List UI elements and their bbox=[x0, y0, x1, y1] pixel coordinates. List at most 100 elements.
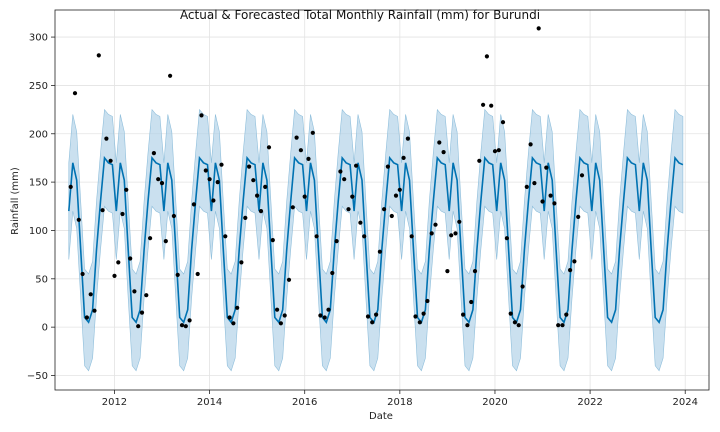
actual-point bbox=[512, 320, 518, 325]
actual-point bbox=[544, 165, 549, 170]
y-tick-label: 0 bbox=[42, 323, 48, 334]
actual-points bbox=[68, 26, 585, 329]
x-axis-label: Date bbox=[369, 411, 393, 422]
actual-point bbox=[472, 269, 478, 274]
actual-point bbox=[247, 164, 252, 169]
actual-point bbox=[524, 184, 529, 189]
actual-point bbox=[104, 136, 109, 141]
actual-point bbox=[231, 321, 236, 326]
actual-point bbox=[156, 177, 161, 182]
actual-point bbox=[389, 213, 394, 219]
actual-point bbox=[211, 198, 216, 203]
actual-point bbox=[362, 234, 367, 239]
actual-point bbox=[263, 184, 268, 189]
actual-point bbox=[318, 313, 323, 318]
actual-point bbox=[560, 323, 565, 328]
actual-point bbox=[421, 311, 426, 316]
actual-point bbox=[258, 209, 264, 214]
x-tick-label: 2012 bbox=[102, 397, 127, 408]
y-tick-label: 100 bbox=[29, 226, 48, 237]
chart-title: Actual & Forecasted Total Monthly Rainfa… bbox=[180, 8, 540, 22]
actual-point bbox=[425, 298, 430, 304]
actual-point bbox=[417, 320, 422, 325]
actual-point bbox=[302, 194, 307, 199]
actual-point bbox=[159, 181, 165, 186]
actual-point bbox=[136, 324, 141, 329]
actual-point bbox=[401, 155, 406, 160]
actual-point bbox=[437, 140, 442, 145]
actual-point bbox=[484, 54, 489, 59]
actual-point bbox=[516, 323, 521, 328]
x-axis-ticks: 2012 2014 2016 2018 2020 2022 2024 bbox=[102, 390, 698, 408]
actual-point bbox=[183, 324, 188, 329]
actual-point bbox=[290, 205, 295, 210]
actual-point bbox=[504, 236, 509, 241]
actual-point bbox=[207, 177, 212, 182]
actual-point bbox=[449, 233, 454, 238]
actual-point bbox=[469, 299, 474, 305]
actual-point bbox=[405, 136, 410, 141]
actual-point bbox=[306, 156, 311, 161]
actual-point bbox=[76, 217, 81, 222]
actual-point bbox=[124, 187, 129, 192]
actual-point bbox=[429, 231, 434, 236]
actual-point bbox=[322, 315, 327, 320]
actual-point bbox=[215, 180, 220, 185]
actual-point bbox=[72, 91, 78, 96]
forecast-interval-band bbox=[68, 108, 684, 372]
actual-point bbox=[80, 271, 85, 277]
actual-point bbox=[175, 272, 180, 277]
actual-point bbox=[413, 314, 418, 319]
x-tick-label: 2018 bbox=[387, 397, 412, 408]
actual-point bbox=[223, 234, 228, 239]
actual-point bbox=[346, 207, 351, 212]
actual-point bbox=[568, 268, 573, 273]
actual-point bbox=[576, 214, 581, 219]
actual-point bbox=[489, 103, 494, 108]
actual-point bbox=[227, 315, 232, 320]
x-tick-label: 2016 bbox=[292, 397, 317, 408]
actual-point bbox=[179, 323, 185, 328]
actual-point bbox=[492, 149, 498, 154]
actual-point bbox=[96, 53, 101, 58]
actual-point bbox=[294, 135, 299, 140]
actual-point bbox=[191, 202, 196, 207]
actual-point bbox=[195, 271, 200, 277]
actual-point bbox=[171, 213, 176, 219]
actual-point bbox=[84, 315, 89, 320]
actual-point bbox=[199, 113, 204, 118]
actual-point bbox=[393, 193, 399, 198]
actual-point bbox=[168, 73, 173, 78]
actual-point bbox=[453, 231, 458, 236]
actual-point bbox=[116, 260, 121, 265]
actual-point bbox=[477, 158, 482, 163]
actual-point bbox=[465, 323, 470, 328]
y-tick-label: 50 bbox=[35, 274, 48, 285]
actual-point bbox=[496, 148, 501, 153]
y-tick-label: 150 bbox=[29, 178, 48, 189]
actual-point bbox=[374, 312, 379, 317]
actual-point bbox=[128, 256, 133, 261]
actual-point bbox=[358, 220, 363, 225]
actual-point bbox=[235, 305, 240, 310]
actual-point bbox=[144, 293, 149, 298]
actual-point bbox=[92, 308, 97, 313]
y-tick-label: 250 bbox=[29, 81, 48, 92]
actual-point bbox=[556, 323, 561, 328]
actual-point bbox=[326, 307, 331, 312]
actual-point bbox=[342, 177, 347, 182]
actual-point bbox=[338, 169, 343, 174]
actual-point bbox=[275, 307, 280, 312]
actual-point bbox=[203, 168, 208, 173]
actual-point bbox=[579, 173, 585, 178]
x-tick-label: 2014 bbox=[197, 397, 222, 408]
actual-point bbox=[532, 181, 537, 186]
actual-point bbox=[108, 158, 113, 163]
actual-point bbox=[377, 249, 382, 254]
actual-point bbox=[409, 234, 414, 239]
actual-point bbox=[365, 314, 371, 319]
actual-point bbox=[251, 178, 256, 183]
actual-point bbox=[350, 194, 355, 199]
actual-point bbox=[278, 321, 283, 326]
